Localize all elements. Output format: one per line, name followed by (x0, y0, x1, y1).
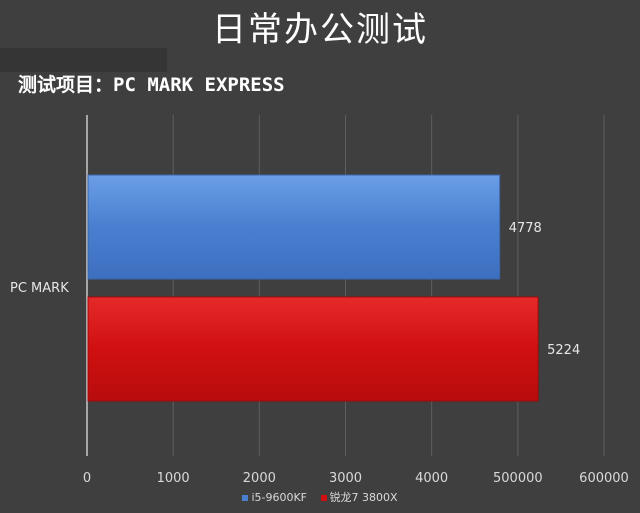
title-shadow-band (0, 48, 167, 72)
x-tick-label: 600000 (579, 471, 629, 486)
legend-label: 锐龙7 3800X (329, 491, 398, 504)
chart-title: 日常办公测试 (212, 10, 428, 50)
x-tick-label: 3000 (329, 471, 362, 486)
x-tick-label: 500000 (493, 471, 543, 486)
x-tick-label: 0 (83, 471, 91, 486)
bar-ryzen7-3800x (87, 296, 539, 402)
chart-legend: i5-9600KF 锐龙7 3800X (0, 489, 640, 505)
labels: 0 1000 2000 3000 4000 500000 600000 PC MARK 4778… (10, 221, 629, 486)
bars (87, 174, 539, 402)
legend-swatch-red (320, 495, 327, 501)
category-label: PC MARK (10, 281, 69, 296)
data-label: 5224 (547, 343, 580, 358)
legend-item-ryzen: 锐龙7 3800X (320, 489, 398, 505)
x-tick-label: 1000 (157, 471, 190, 486)
legend-label: i5-9600KF (251, 491, 308, 504)
chart-subtitle: 测试项目：PC MARK EXPRESS (18, 74, 285, 96)
x-tick-label: 2000 (243, 471, 276, 486)
data-label: 4778 (509, 221, 542, 236)
x-tick-label: 4000 (415, 471, 448, 486)
grid-lines (172, 115, 605, 456)
legend-item-i5: i5-9600KF (242, 491, 307, 504)
bar-i5-9600kf (87, 174, 501, 280)
legend-swatch-blue (242, 495, 249, 501)
